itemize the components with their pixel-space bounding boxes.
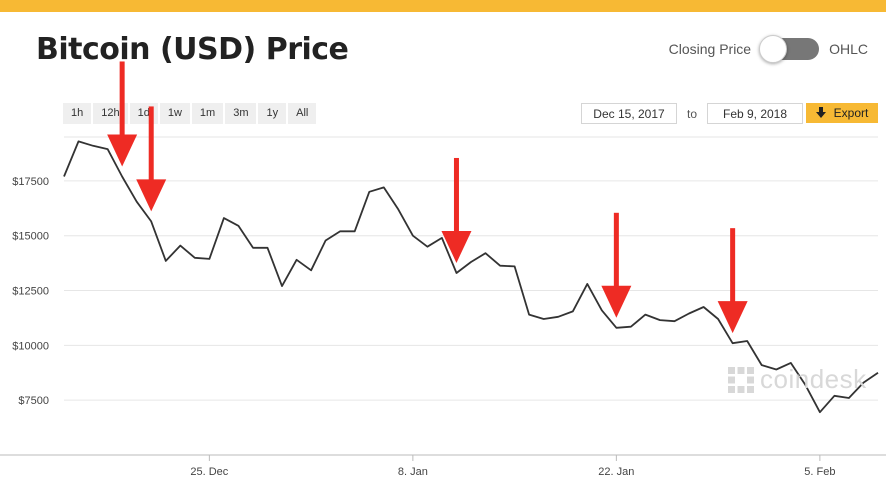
range-button-12h[interactable]: 12h [93,103,128,124]
chart-gridlines [64,136,878,401]
date-range-separator: to [687,106,698,121]
annotation-arrow [601,212,632,318]
annotation-arrow [441,157,472,263]
range-button-3m[interactable]: 3m [225,103,257,124]
time-range-selector: 1h 12h 1d 1w 1m 3m 1y All [63,103,317,124]
range-button-1y[interactable]: 1y [258,103,287,124]
toggle-knob[interactable] [759,35,788,63]
x-tick-label: 8. Jan [398,466,428,478]
price-mode-toggle[interactable] [759,35,820,63]
coindesk-watermark: coindesk [728,364,867,395]
range-button-1m[interactable]: 1m [191,103,224,124]
annotation-arrows [107,61,748,334]
end-date-input[interactable] [707,103,804,124]
y-tick-label: $7500 [18,395,49,407]
x-tick-label: 22. Jan [598,466,634,478]
price-series-line [63,140,879,414]
price-mode-toggle-group: Closing Price OHLC [668,35,868,63]
date-range-picker: to [581,103,804,124]
y-tick-label: $10000 [12,340,49,352]
export-label: Export [833,106,869,120]
annotation-arrow [717,228,748,334]
y-tick-label: $17500 [12,176,49,188]
range-button-1w[interactable]: 1w [159,103,190,124]
y-tick-label: $12500 [12,286,49,298]
ohlc-label: OHLC [829,41,868,57]
coindesk-logo-icon [728,366,754,393]
export-button[interactable]: Export [806,103,878,123]
y-tick-label: $15000 [12,231,49,243]
top-accent-bar [0,0,886,12]
annotation-arrow [136,106,167,212]
x-tick-label: 5. Feb [804,466,835,478]
range-button-all[interactable]: All [288,103,317,124]
page-title: Bitcoin (USD) Price [36,32,349,67]
watermark-text: coindesk [760,364,867,394]
closing-price-label: Closing Price [668,41,752,57]
x-axis: 25. Dec 8. Jan 22. Jan 5. Feb [0,454,886,478]
start-date-input[interactable] [581,103,677,124]
y-axis: $7500 $10000 $12500 $15000 $17500 [12,176,49,407]
download-arrow-icon [815,107,826,118]
range-button-1h[interactable]: 1h [63,103,92,124]
annotation-arrow [107,61,138,167]
x-tick-label: 25. Dec [190,466,228,478]
